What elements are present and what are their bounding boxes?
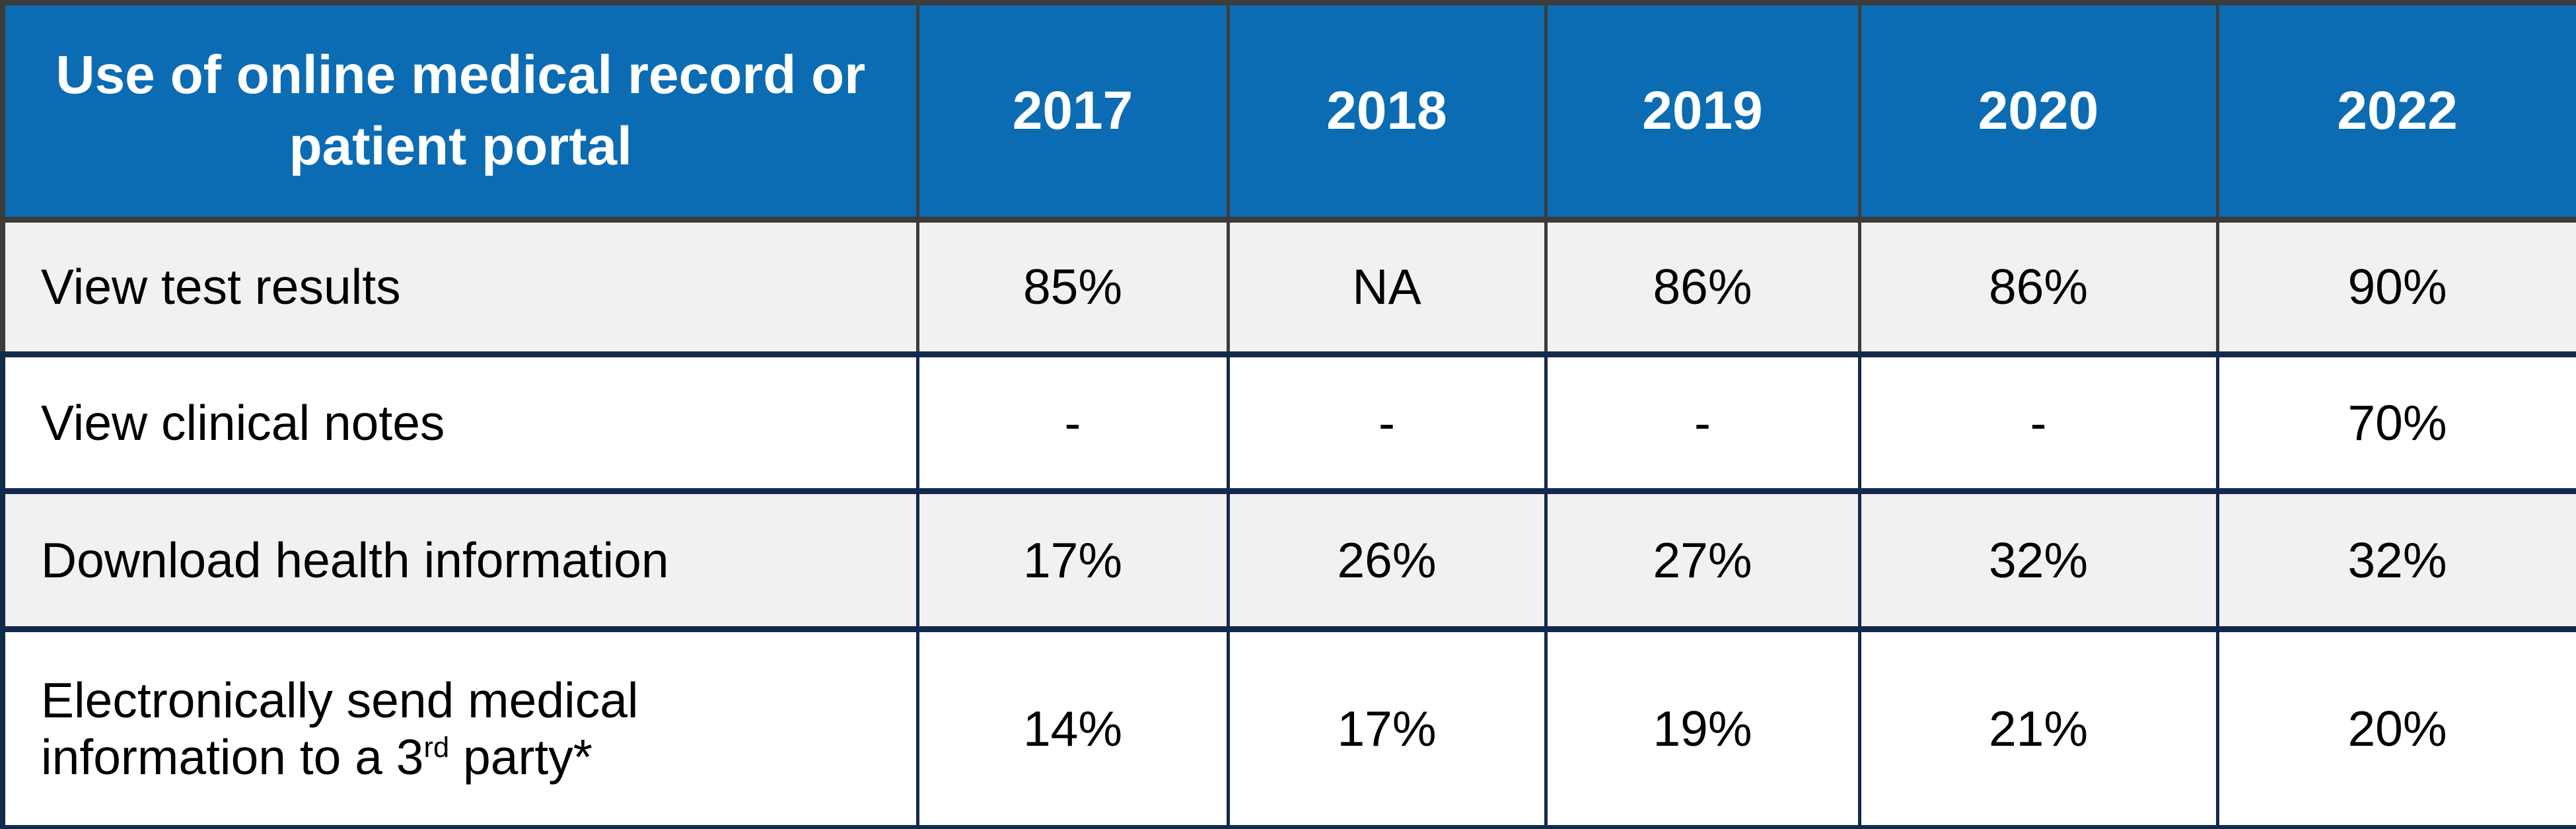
- value-cell: 32%: [1859, 491, 2219, 632]
- year-header-2018: 2018: [1228, 0, 1548, 223]
- value-cell: 26%: [1228, 491, 1548, 632]
- row-label-line2-pre: information to a 3: [41, 729, 424, 785]
- year-header-2017: 2017: [917, 0, 1230, 223]
- ordinal-superscript: rd: [423, 732, 450, 764]
- value-cell: 27%: [1546, 491, 1861, 632]
- value-cell: 14%: [917, 629, 1230, 829]
- header-row: Use of online medical record or patient …: [0, 0, 2576, 223]
- value-cell: 17%: [917, 491, 1230, 632]
- value-cell: 19%: [1546, 629, 1861, 829]
- value-cell: 21%: [1859, 629, 2219, 829]
- value-cell: 90%: [2217, 219, 2576, 357]
- value-cell: 32%: [2217, 491, 2576, 632]
- value-cell: -: [1859, 354, 2219, 494]
- year-header-2020: 2020: [1859, 0, 2219, 223]
- year-header-2022: 2022: [2217, 0, 2576, 223]
- table-row-electronically-send-medical-information: Electronically send medical information …: [0, 629, 2576, 829]
- value-cell: -: [917, 354, 1230, 494]
- table-row-view-test-results: View test results 85% NA 86% 86% 90%: [0, 219, 2576, 357]
- table-title-line2: patient portal: [289, 116, 632, 176]
- row-label-line2-post: party*: [449, 729, 592, 785]
- row-label-line1: Electronically send medical: [41, 672, 639, 728]
- row-label: Download health information: [0, 491, 919, 632]
- value-cell: 20%: [2217, 629, 2576, 829]
- row-label: View test results: [0, 219, 919, 357]
- row-label: View clinical notes: [0, 354, 919, 494]
- value-cell: -: [1546, 354, 1861, 494]
- value-cell: 86%: [1859, 219, 2219, 357]
- table-title-line1: Use of online medical record or: [55, 44, 866, 105]
- table-row-download-health-information: Download health information 17% 26% 27% …: [0, 491, 2576, 632]
- table-row-view-clinical-notes: View clinical notes - - - - 70%: [0, 354, 2576, 494]
- value-cell: -: [1228, 354, 1548, 494]
- value-cell: 85%: [917, 219, 1230, 357]
- row-label: Electronically send medical information …: [0, 629, 919, 829]
- value-cell: 17%: [1228, 629, 1548, 829]
- table-title-cell: Use of online medical record or patient …: [0, 0, 919, 223]
- year-header-2019: 2019: [1546, 0, 1861, 223]
- value-cell: 70%: [2217, 354, 2576, 494]
- value-cell: 86%: [1546, 219, 1861, 357]
- value-cell: NA: [1228, 219, 1548, 357]
